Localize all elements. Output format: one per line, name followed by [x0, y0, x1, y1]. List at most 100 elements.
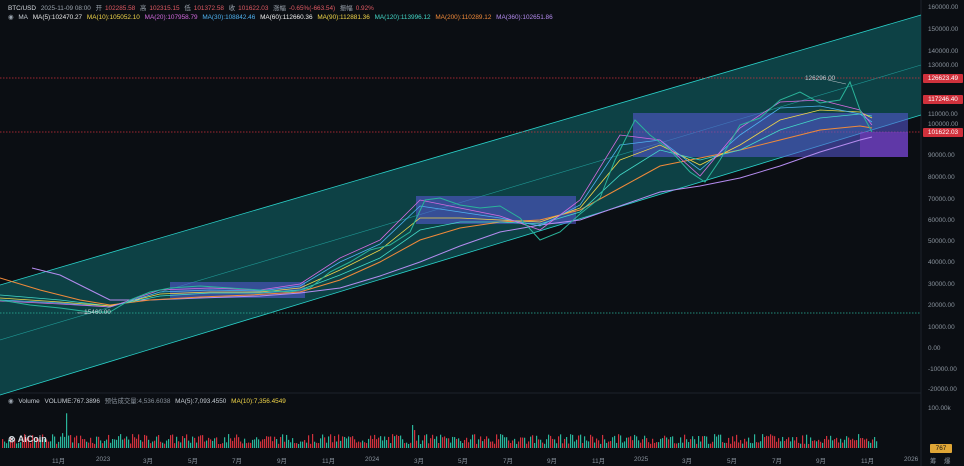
volume-bar [648, 442, 650, 448]
volume-bar [386, 440, 388, 448]
volume-bar [804, 443, 806, 448]
liquidation-button[interactable]: 爆 [944, 458, 951, 465]
volume-bar [74, 437, 76, 448]
volume-bar [620, 435, 622, 448]
volume-bar [338, 434, 340, 448]
volume-bar [204, 441, 206, 448]
channel-lower-line[interactable] [0, 114, 922, 396]
amplitude-value: 0.92% [355, 5, 374, 12]
upper-price-tag[interactable]: 117246.40 [923, 95, 963, 104]
volume-bar [836, 437, 838, 448]
low-value: 101372.58 [193, 5, 224, 12]
volume-bar [428, 443, 430, 448]
volume-bar [58, 441, 60, 448]
volume-bar [414, 430, 416, 448]
price-line[interactable] [0, 80, 873, 313]
volume-value: VOLUME:767.3896 [44, 398, 100, 405]
volume-bar [628, 437, 630, 448]
volume-bar [52, 434, 54, 448]
volume-title[interactable]: Volume [18, 398, 40, 405]
volume-bar [246, 443, 248, 448]
volume-bar [714, 434, 716, 448]
volume-indicator-row: ◉ Volume VOLUME:767.3896 预估成交量:4,536.603… [8, 396, 289, 405]
y-tick: 90000.00 [928, 152, 955, 159]
volume-bar [782, 436, 784, 448]
volume-bar [622, 442, 624, 448]
volume-bar [768, 436, 770, 448]
volume-bar [90, 437, 92, 448]
volume-bar [458, 438, 460, 448]
y-tick: -20000.00 [928, 386, 957, 393]
volume-bar [872, 439, 874, 448]
volume-bar [376, 439, 378, 448]
volume-bar [744, 438, 746, 448]
volume-bar [520, 437, 522, 448]
volume-bar [598, 440, 600, 448]
volume-last-tag[interactable]: 767 [930, 444, 952, 453]
volume-bar [526, 443, 528, 448]
ma-title[interactable]: MA [18, 14, 28, 21]
volume-bar [806, 434, 808, 448]
volume-bar [146, 435, 148, 448]
volume-bar [546, 439, 548, 448]
last-price-tag[interactable]: 101622.03 [923, 128, 963, 137]
volume-bar [802, 435, 804, 448]
volume-bar [252, 439, 254, 448]
x-tick: 11月 [322, 458, 336, 465]
volume-bar [684, 434, 686, 448]
volume-ma10: MA(10):7,356.4549 [231, 398, 286, 405]
volume-bar [94, 443, 96, 448]
volume-bar [448, 438, 450, 448]
volume-bar [152, 441, 154, 448]
volume-bar [662, 438, 664, 448]
volume-bar [66, 413, 68, 448]
volume-bar [354, 439, 356, 448]
volume-bar [250, 442, 252, 448]
ma-item: MA(200):110289.12 [435, 14, 492, 21]
high-price-tag[interactable]: 126623.49 [923, 74, 963, 83]
volume-bar [132, 434, 134, 448]
symbol-label[interactable]: BTC/USD [8, 5, 37, 12]
volume-bar [96, 436, 98, 448]
volume-bar [724, 442, 726, 448]
y-tick: 10000.00 [928, 324, 955, 331]
volume-bar [124, 438, 126, 448]
volume-bar [560, 434, 562, 448]
volume-bar [430, 438, 432, 448]
channel-upper-line[interactable] [0, 14, 922, 286]
volume-bar [474, 434, 476, 448]
volume-bar [638, 440, 640, 448]
volume-bar [564, 438, 566, 448]
ma-item: MA(10):105052.10 [86, 14, 140, 21]
volume-bar [316, 442, 318, 448]
volume-bar [868, 441, 870, 448]
volume-bar [874, 437, 876, 448]
volume-bar [468, 442, 470, 448]
volume-bar [740, 440, 742, 448]
volume-bar [88, 442, 90, 448]
volume-bar [240, 441, 242, 448]
y-tick: 40000.00 [928, 259, 955, 266]
volume-bar [746, 441, 748, 448]
peak-label: 126296.00 [805, 75, 836, 82]
volume-bar [770, 434, 772, 448]
change-value: -0.65%(-663.54) [288, 5, 336, 12]
volume-bar [854, 440, 856, 448]
eye-icon[interactable]: ◉ [8, 14, 14, 21]
eye-icon[interactable]: ◉ [8, 398, 14, 405]
volume-bar [644, 435, 646, 448]
volume-bar [402, 439, 404, 448]
range-box[interactable] [416, 196, 576, 224]
volume-bar [654, 442, 656, 448]
volume-bar [728, 437, 730, 448]
volume-bar [64, 436, 66, 448]
volume-bar [72, 442, 74, 448]
volume-bar [352, 436, 354, 448]
volume-bar [140, 440, 142, 448]
volume-bar [16, 443, 18, 448]
chips-button[interactable]: 筹 [930, 458, 937, 465]
projection-box[interactable] [860, 132, 908, 157]
volume-bar [28, 436, 30, 448]
volume-bar [50, 441, 52, 448]
